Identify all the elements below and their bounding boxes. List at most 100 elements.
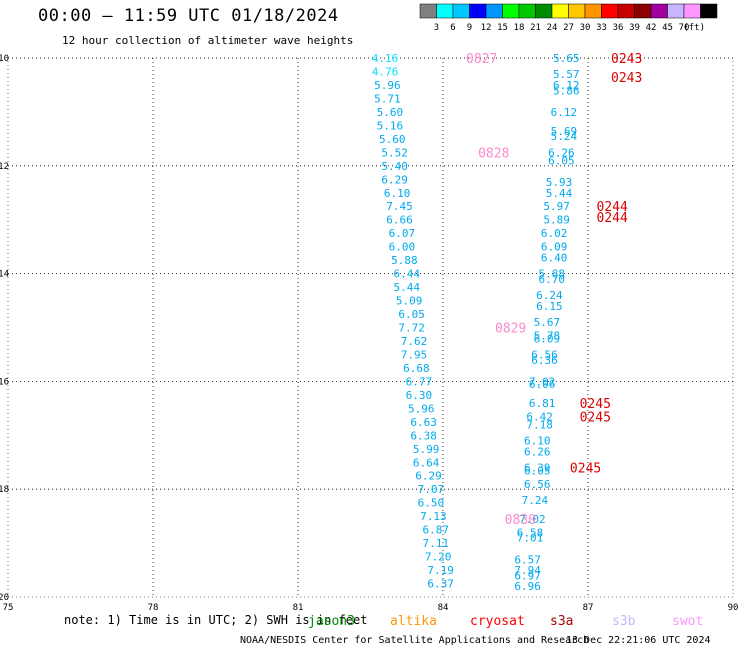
- colorbar-tick-label: 18: [514, 23, 525, 33]
- pass-time-label: 0829: [495, 322, 526, 337]
- x-tick-label: 84: [438, 603, 449, 613]
- colorbar-tick-label: 39: [629, 23, 640, 33]
- legend-item-swot: swot: [672, 614, 703, 629]
- y-tick-label: -14: [0, 270, 9, 280]
- wave-height-label: 6.87: [423, 524, 450, 537]
- pass-time-label: 0245: [570, 462, 601, 477]
- legend-item-jason3: jason3: [308, 614, 355, 629]
- wave-height-label: 4.16: [372, 52, 399, 65]
- colorbar-swatch: [700, 3, 718, 19]
- colorbar-tick-label: 42: [646, 23, 657, 33]
- legend-item-s3a: s3a: [550, 614, 573, 629]
- x-tick-label: 81: [293, 603, 304, 613]
- wave-height-label: 7.13: [420, 510, 447, 523]
- wave-height-label: 6.00: [389, 241, 416, 254]
- wave-height-label: 6.15: [536, 300, 563, 313]
- wave-height-label: 5.97: [543, 200, 570, 213]
- wave-height-label: 5.78: [534, 330, 561, 343]
- pass-time-label: 0244: [597, 211, 628, 226]
- wave-height-label: 5.24: [551, 130, 578, 143]
- legend-item-s3b: s3b: [612, 614, 636, 629]
- pass-time-label: 0830: [505, 513, 536, 528]
- legend-item-cryosat: cryosat: [470, 614, 525, 629]
- wave-height-label: 7.11: [423, 537, 450, 550]
- wave-height-label: 7.94: [514, 564, 541, 577]
- wave-height-label: 6.63: [410, 416, 437, 429]
- legend-item-altika: altika: [390, 614, 437, 629]
- wave-height-label: 6.37: [427, 578, 454, 591]
- wave-height-label: 7.02: [519, 513, 546, 526]
- wave-height-label: 6.68: [403, 362, 430, 375]
- wave-height-label: 5.16: [377, 119, 404, 132]
- wave-height-label: 7.95: [401, 348, 428, 361]
- wave-height-label: 6.58: [517, 526, 544, 539]
- colorbar-tick-label: 27: [563, 23, 574, 33]
- wave-height-label: 6.38: [410, 429, 437, 442]
- wave-height-label: 6.64: [413, 456, 440, 469]
- wave-height-label: 5.60: [377, 106, 404, 119]
- wave-height-label: 5.40: [381, 160, 408, 173]
- pass-time-label: 0244: [597, 200, 628, 215]
- wave-height-label: 6.02: [541, 227, 568, 240]
- y-tick-label: -20: [0, 593, 9, 603]
- colorbar-tick-label: 24: [547, 23, 558, 33]
- wave-height-label: 6.42: [526, 410, 553, 423]
- chart-subtitle: 12 hour collection of altimeter wave hei…: [62, 34, 354, 47]
- satellite-legend: jason3 altika cryosat s3a s3b swot: [308, 614, 703, 629]
- wave-height-label: 7.20: [425, 551, 452, 564]
- wave-height-label: 7.24: [522, 494, 549, 507]
- wave-height-label: 7.07: [418, 483, 445, 496]
- wave-height-label: 6.40: [541, 251, 568, 264]
- wave-height-label: 5.57: [553, 68, 580, 81]
- pass-time-label: 0828: [478, 146, 509, 161]
- y-tick-label: -18: [0, 485, 9, 495]
- wave-height-label: 6.24: [536, 289, 563, 302]
- wave-height-label: 5.99: [413, 443, 440, 456]
- wave-height-label: 6.26: [548, 146, 575, 159]
- wave-height-label: 6.77: [406, 375, 433, 388]
- pass-time-label: 0243: [611, 71, 642, 86]
- wave-height-label: 5.09: [396, 295, 423, 308]
- wave-height-label: 5.60: [379, 133, 406, 146]
- wave-height-label: 6.39: [524, 462, 551, 475]
- footer-note: note: 1) Time is in UTC; 2) SWH is in fe…: [64, 613, 368, 627]
- wave-height-label: 5.88: [391, 254, 418, 267]
- colorbar-tick-label: 70: [679, 23, 690, 33]
- x-tick-label: 87: [583, 603, 594, 613]
- x-tick-label: 78: [148, 603, 159, 613]
- pass-time-label: 0827: [466, 52, 497, 67]
- footer-timestamp: 13 Dec 22:21:06 UTC 2024: [566, 635, 711, 646]
- colorbar-unit: (ft): [683, 23, 705, 33]
- colorbar: 3 6 9 12 15 18 21 24 27 30 33 36 39 42 45 70(ft): [419, 3, 718, 33]
- wave-height-label: 6.44: [394, 268, 421, 281]
- wave-height-label: 6.10: [524, 435, 551, 448]
- wave-height-label: 6.29: [381, 173, 408, 186]
- colorbar-tick-label: 30: [580, 23, 591, 33]
- wave-height-label: 6.05: [548, 154, 575, 167]
- wave-height-label: 5.44: [394, 281, 421, 294]
- colorbar-tick-label: 6: [450, 23, 455, 33]
- wave-height-label: 6.97: [514, 569, 541, 582]
- wave-height-label: 6.12: [553, 79, 580, 92]
- y-tick-label: -16: [0, 377, 9, 387]
- wave-height-label: 7.18: [526, 419, 553, 432]
- wave-height-label: 6.26: [524, 445, 551, 458]
- wave-height-label: 7.02: [529, 375, 556, 388]
- wave-height-label: 6.30: [406, 389, 433, 402]
- y-tick-label: -10: [0, 54, 9, 64]
- wave-height-label: 5.96: [408, 402, 435, 415]
- wave-height-label: 7.45: [386, 200, 413, 213]
- wave-height-label: 6.57: [514, 553, 541, 566]
- wave-height-label: 7.19: [427, 564, 454, 577]
- colorbar-tick-label: 36: [613, 23, 624, 33]
- wave-height-label: 6.07: [389, 227, 416, 240]
- wave-height-label: 5.67: [534, 316, 561, 329]
- chart-title: 00:00 — 11:59 UTC 01/18/2024: [38, 6, 339, 26]
- wave-height-label: 5.88: [539, 268, 566, 281]
- colorbar-tick-label: 45: [662, 23, 673, 33]
- colorbar-tick-label: 33: [596, 23, 607, 33]
- x-tick-label: 75: [3, 603, 14, 613]
- footer-source: NOAA/NESDIS Center for Satellite Applica…: [240, 635, 590, 646]
- wave-height-label: 7.72: [398, 322, 425, 335]
